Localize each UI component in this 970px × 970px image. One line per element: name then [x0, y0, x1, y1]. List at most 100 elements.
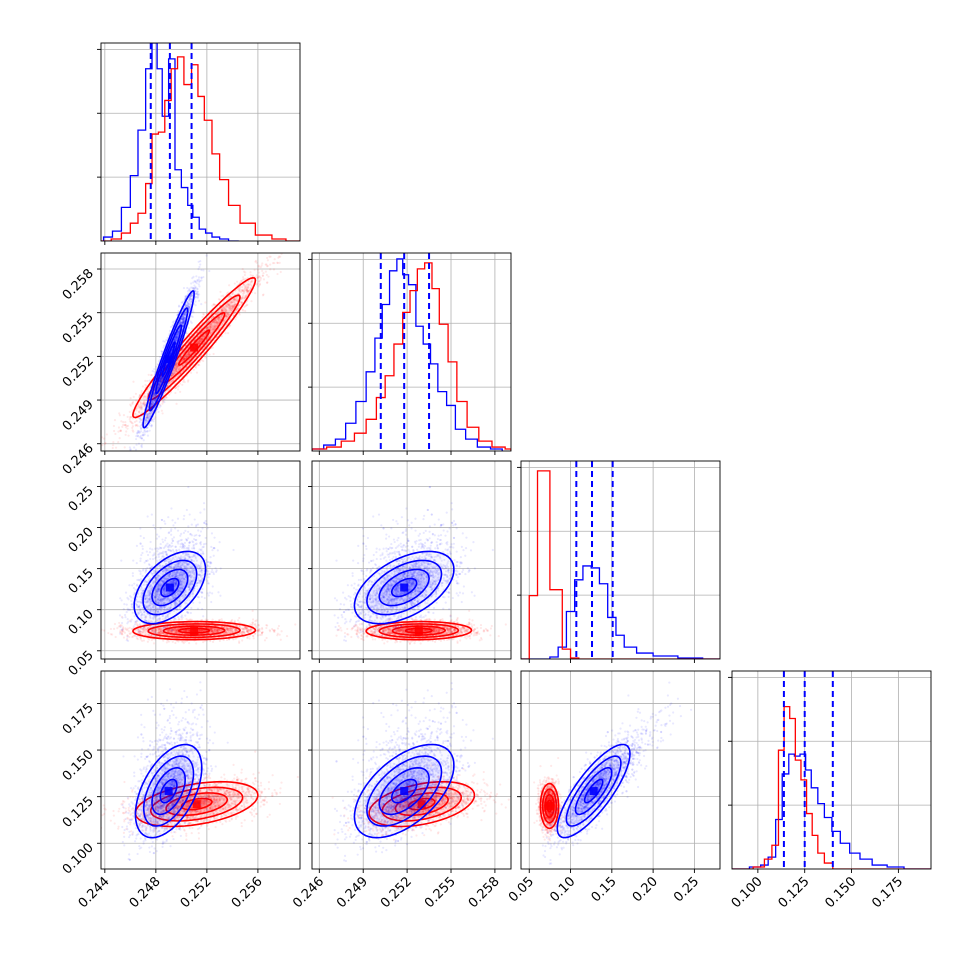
- sample-point: [158, 403, 162, 407]
- sample-point: [138, 436, 142, 439]
- sample-point: [135, 423, 139, 427]
- sample-point: [229, 309, 232, 312]
- sample-point: [177, 305, 181, 308]
- sample-point: [249, 283, 252, 286]
- sample-point: [182, 358, 185, 361]
- sample-point: [220, 308, 223, 311]
- sample-point: [200, 337, 204, 340]
- sample-point: [294, 244, 296, 246]
- sample-point: [198, 342, 201, 345]
- sample-point: [188, 352, 191, 355]
- sample-point: [185, 305, 188, 308]
- sample-point: [261, 274, 264, 278]
- sample-point: [208, 327, 212, 330]
- sample-point: [175, 367, 178, 371]
- sample-point: [183, 358, 186, 361]
- sample-point: [257, 271, 260, 274]
- sample-point: [242, 283, 245, 286]
- sample-point: [244, 309, 247, 313]
- sample-point: [241, 301, 244, 305]
- sample-point: [176, 365, 179, 368]
- sample-point: [161, 412, 164, 415]
- sample-point: [227, 303, 230, 307]
- sample-point: [225, 315, 229, 318]
- sample-point: [171, 372, 174, 375]
- sample-point: [247, 289, 250, 292]
- sample-point: [153, 394, 156, 398]
- sample-point: [132, 452, 134, 454]
- sample-point: [142, 402, 145, 405]
- sample-point: [227, 304, 230, 307]
- sample-point: [233, 282, 236, 285]
- sample-point: [182, 316, 186, 320]
- sample-point: [258, 275, 261, 278]
- sample-point: [202, 312, 205, 315]
- sample-point: [179, 367, 182, 370]
- sample-point: [256, 282, 259, 285]
- sample-point: [173, 367, 176, 370]
- sample-point: [119, 429, 123, 432]
- sample-point: [218, 316, 221, 319]
- sample-point: [257, 265, 260, 268]
- sample-point: [163, 344, 166, 347]
- sample-point: [132, 400, 135, 404]
- sample-point: [265, 281, 269, 284]
- sample-point: [137, 453, 139, 455]
- sample-point: [235, 300, 238, 303]
- sample-point: [158, 383, 161, 386]
- sample-point: [201, 337, 204, 341]
- sample-point: [226, 314, 229, 317]
- sample-point: [246, 282, 250, 286]
- sample-point: [185, 356, 189, 359]
- sample-point: [249, 271, 252, 274]
- sample-point: [220, 309, 224, 312]
- sample-point: [230, 301, 233, 304]
- sample-point: [185, 356, 188, 359]
- sample-point: [186, 354, 189, 357]
- sample-point: [173, 368, 176, 372]
- sample-point: [290, 233, 292, 235]
- sample-point: [224, 317, 228, 320]
- sample-point: [179, 356, 182, 359]
- sample-point: [225, 305, 228, 308]
- sample-point: [218, 316, 221, 319]
- sample-point: [217, 319, 220, 322]
- sample-point: [140, 389, 143, 393]
- sample-point: [242, 297, 245, 300]
- sample-point: [221, 313, 225, 316]
- sample-point: [225, 309, 229, 312]
- sample-point: [226, 311, 229, 314]
- sample-point: [215, 323, 218, 326]
- sample-point: [130, 416, 133, 419]
- sample-point: [129, 416, 132, 419]
- sample-point: [248, 289, 251, 292]
- sample-point: [209, 325, 212, 328]
- sample-point: [129, 420, 133, 423]
- sample-point: [138, 411, 141, 414]
- sample-point: [216, 312, 219, 316]
- sample-point: [262, 278, 266, 281]
- sample-point: [185, 361, 188, 364]
- sample-point: [221, 328, 225, 331]
- sample-point: [157, 386, 160, 389]
- sample-point: [216, 312, 219, 315]
- sample-point: [143, 396, 146, 399]
- sample-point: [204, 327, 207, 330]
- histogram-blue: [312, 258, 503, 451]
- sample-point: [181, 319, 185, 322]
- sample-point: [138, 407, 141, 410]
- sample-point: [181, 364, 184, 368]
- sample-point: [232, 305, 235, 308]
- sample-point: [256, 276, 259, 279]
- sample-point: [188, 351, 191, 354]
- sample-point: [140, 404, 143, 408]
- sample-point: [203, 334, 206, 337]
- sample-point: [246, 287, 249, 291]
- sample-point: [146, 434, 150, 437]
- sample-point: [124, 433, 127, 436]
- sample-point: [245, 289, 248, 292]
- sample-point: [176, 366, 179, 369]
- sample-point: [179, 356, 182, 359]
- sample-point: [177, 310, 180, 313]
- sample-point: [212, 325, 215, 329]
